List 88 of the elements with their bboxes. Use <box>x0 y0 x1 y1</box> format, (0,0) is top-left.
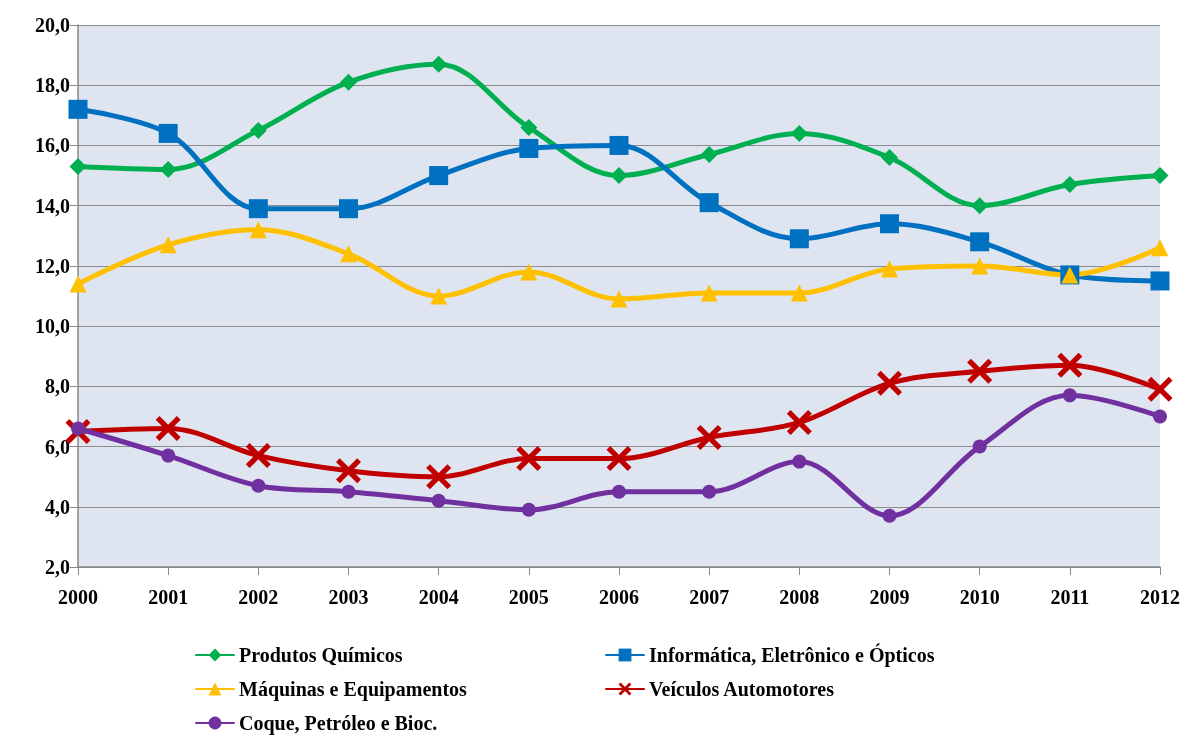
legend-label: Informática, Eletrônico e Ópticos <box>649 643 935 667</box>
point <box>520 118 538 136</box>
point <box>69 275 87 293</box>
point <box>970 232 990 252</box>
y-tick-label: 18,0 <box>35 74 70 97</box>
y-tick-label: 4,0 <box>45 495 70 518</box>
y-tick-label: 8,0 <box>45 375 70 398</box>
point <box>340 73 357 91</box>
point <box>1147 376 1173 402</box>
point <box>245 443 271 469</box>
y-tick-label: 20,0 <box>35 14 70 36</box>
point <box>882 508 897 523</box>
point <box>967 358 993 384</box>
point <box>612 484 626 499</box>
x-tick-label: 2007 <box>689 586 730 608</box>
y-tick-label: 12,0 <box>35 254 70 277</box>
point <box>877 370 902 396</box>
y-tick-label: 2,0 <box>45 556 70 578</box>
point <box>426 464 452 490</box>
point <box>881 148 898 166</box>
point <box>610 167 628 185</box>
point <box>792 454 807 469</box>
point <box>158 123 178 143</box>
x-tick-label: 2011 <box>1050 586 1090 608</box>
x-tick-label: 2003 <box>328 586 369 608</box>
point <box>68 99 88 119</box>
point <box>1062 388 1077 403</box>
point <box>880 214 899 234</box>
y-tick-label: 6,0 <box>45 435 70 458</box>
point <box>69 158 87 176</box>
point <box>609 135 629 155</box>
point <box>1151 239 1169 257</box>
point <box>155 415 181 441</box>
point <box>1061 176 1079 194</box>
point <box>339 199 358 219</box>
y-tick-label: 16,0 <box>35 134 70 157</box>
point <box>336 458 361 484</box>
y-tick-label: 14,0 <box>35 194 70 217</box>
point <box>1153 409 1167 424</box>
point <box>700 284 718 302</box>
point <box>790 124 808 142</box>
point <box>341 484 356 499</box>
point <box>430 55 448 73</box>
legend-label: Máquinas e Equipamentos <box>239 678 468 701</box>
x-tick-label: 2006 <box>599 586 639 608</box>
x-tick-label: 2005 <box>508 586 549 608</box>
point <box>789 229 809 249</box>
point <box>159 236 177 254</box>
point <box>881 260 898 278</box>
point <box>430 287 448 305</box>
point <box>161 448 176 463</box>
point <box>696 425 722 451</box>
point <box>251 478 266 493</box>
point <box>1151 167 1169 185</box>
point <box>249 121 267 139</box>
point <box>971 197 989 215</box>
point <box>519 138 539 158</box>
point <box>971 257 989 275</box>
x-tick-label: 2002 <box>238 586 279 608</box>
x-tick-label: 2008 <box>779 586 820 608</box>
x-tick-label: 2010 <box>959 586 1000 608</box>
x-tick-label: 2012 <box>1140 586 1180 608</box>
point <box>786 409 812 435</box>
point <box>248 199 268 219</box>
y-tick-label: 10,0 <box>35 315 70 338</box>
point <box>521 502 536 517</box>
x-tick-label: 2009 <box>869 586 910 608</box>
x-tick-label: 2000 <box>58 586 98 608</box>
x-tick-label: 2004 <box>418 586 459 608</box>
point <box>249 221 267 239</box>
point <box>1057 352 1083 378</box>
point <box>702 484 717 499</box>
point <box>610 290 628 308</box>
legend-label: Produtos Químicos <box>239 644 403 666</box>
point <box>516 446 542 472</box>
point <box>1150 271 1170 291</box>
legend-label: Coque, Petróleo e Bioc. <box>239 712 438 735</box>
point <box>520 263 538 281</box>
point <box>340 245 357 263</box>
point <box>431 493 446 508</box>
legend-label: Veículos Automotores <box>649 678 835 700</box>
x-tick-label: 2001 <box>148 586 189 608</box>
point <box>790 284 808 302</box>
point <box>972 439 987 454</box>
point <box>429 166 449 186</box>
point <box>606 446 632 472</box>
point <box>699 193 719 213</box>
point <box>700 145 718 163</box>
